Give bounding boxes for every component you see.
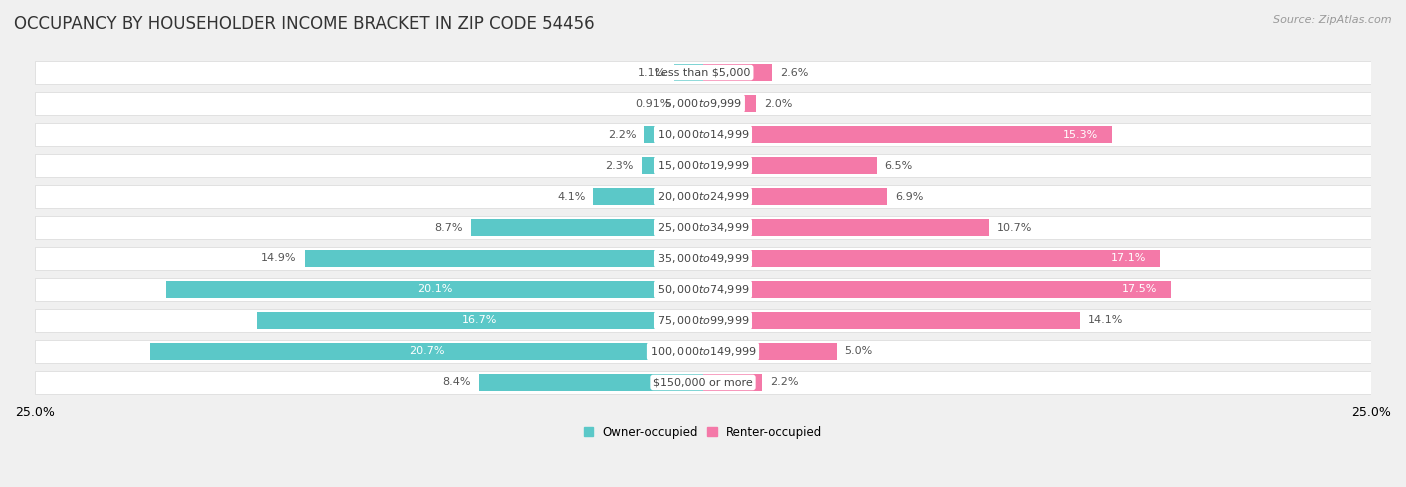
Bar — [35, 61, 1371, 84]
Bar — [478, 374, 703, 391]
Bar — [703, 281, 1171, 298]
Text: $35,000 to $49,999: $35,000 to $49,999 — [657, 252, 749, 265]
Text: Less than $5,000: Less than $5,000 — [655, 68, 751, 77]
Legend: Owner-occupied, Renter-occupied: Owner-occupied, Renter-occupied — [579, 421, 827, 444]
Text: 0.91%: 0.91% — [636, 98, 671, 109]
Text: 2.0%: 2.0% — [765, 98, 793, 109]
Bar — [673, 64, 703, 81]
Text: 1.1%: 1.1% — [637, 68, 665, 77]
Bar — [703, 64, 772, 81]
Text: Source: ZipAtlas.com: Source: ZipAtlas.com — [1274, 15, 1392, 25]
Text: 16.7%: 16.7% — [463, 316, 498, 325]
Text: $150,000 or more: $150,000 or more — [654, 377, 752, 388]
Text: $25,000 to $34,999: $25,000 to $34,999 — [657, 221, 749, 234]
Text: $5,000 to $9,999: $5,000 to $9,999 — [664, 97, 742, 110]
Bar — [703, 157, 877, 174]
Text: 8.4%: 8.4% — [441, 377, 471, 388]
Bar — [35, 185, 1371, 208]
Text: $15,000 to $19,999: $15,000 to $19,999 — [657, 159, 749, 172]
Bar — [703, 219, 988, 236]
Bar — [679, 95, 703, 112]
Bar — [703, 374, 762, 391]
Text: $75,000 to $99,999: $75,000 to $99,999 — [657, 314, 749, 327]
Bar — [703, 95, 756, 112]
Text: 20.1%: 20.1% — [416, 284, 453, 295]
Bar — [471, 219, 703, 236]
Text: $100,000 to $149,999: $100,000 to $149,999 — [650, 345, 756, 358]
Bar — [593, 188, 703, 205]
Text: 20.7%: 20.7% — [409, 346, 444, 356]
Text: 15.3%: 15.3% — [1063, 130, 1098, 140]
Bar — [257, 312, 703, 329]
Bar — [703, 250, 1160, 267]
Text: 14.9%: 14.9% — [262, 254, 297, 263]
Text: 4.1%: 4.1% — [557, 191, 585, 202]
Bar — [703, 188, 887, 205]
Text: 17.5%: 17.5% — [1122, 284, 1157, 295]
Text: 2.3%: 2.3% — [605, 161, 634, 170]
Bar — [35, 247, 1371, 270]
Text: 5.0%: 5.0% — [845, 346, 873, 356]
Text: 6.5%: 6.5% — [884, 161, 912, 170]
Text: $10,000 to $14,999: $10,000 to $14,999 — [657, 128, 749, 141]
Bar — [35, 154, 1371, 177]
Bar — [166, 281, 703, 298]
Text: OCCUPANCY BY HOUSEHOLDER INCOME BRACKET IN ZIP CODE 54456: OCCUPANCY BY HOUSEHOLDER INCOME BRACKET … — [14, 15, 595, 33]
Text: 2.2%: 2.2% — [770, 377, 799, 388]
Text: $20,000 to $24,999: $20,000 to $24,999 — [657, 190, 749, 203]
Bar — [35, 278, 1371, 301]
Bar — [703, 126, 1112, 143]
Text: 2.2%: 2.2% — [607, 130, 636, 140]
Bar — [305, 250, 703, 267]
Bar — [703, 343, 837, 360]
Bar — [35, 216, 1371, 239]
Bar — [644, 126, 703, 143]
Bar — [150, 343, 703, 360]
Text: 17.1%: 17.1% — [1111, 254, 1147, 263]
Bar — [35, 340, 1371, 363]
Text: 10.7%: 10.7% — [997, 223, 1032, 232]
Bar — [35, 309, 1371, 332]
Bar — [641, 157, 703, 174]
Text: 6.9%: 6.9% — [896, 191, 924, 202]
Bar — [35, 371, 1371, 394]
Text: 2.6%: 2.6% — [780, 68, 808, 77]
Bar — [703, 312, 1080, 329]
Text: $50,000 to $74,999: $50,000 to $74,999 — [657, 283, 749, 296]
Text: 8.7%: 8.7% — [434, 223, 463, 232]
Bar — [35, 123, 1371, 146]
Text: 14.1%: 14.1% — [1088, 316, 1123, 325]
Bar — [35, 92, 1371, 115]
